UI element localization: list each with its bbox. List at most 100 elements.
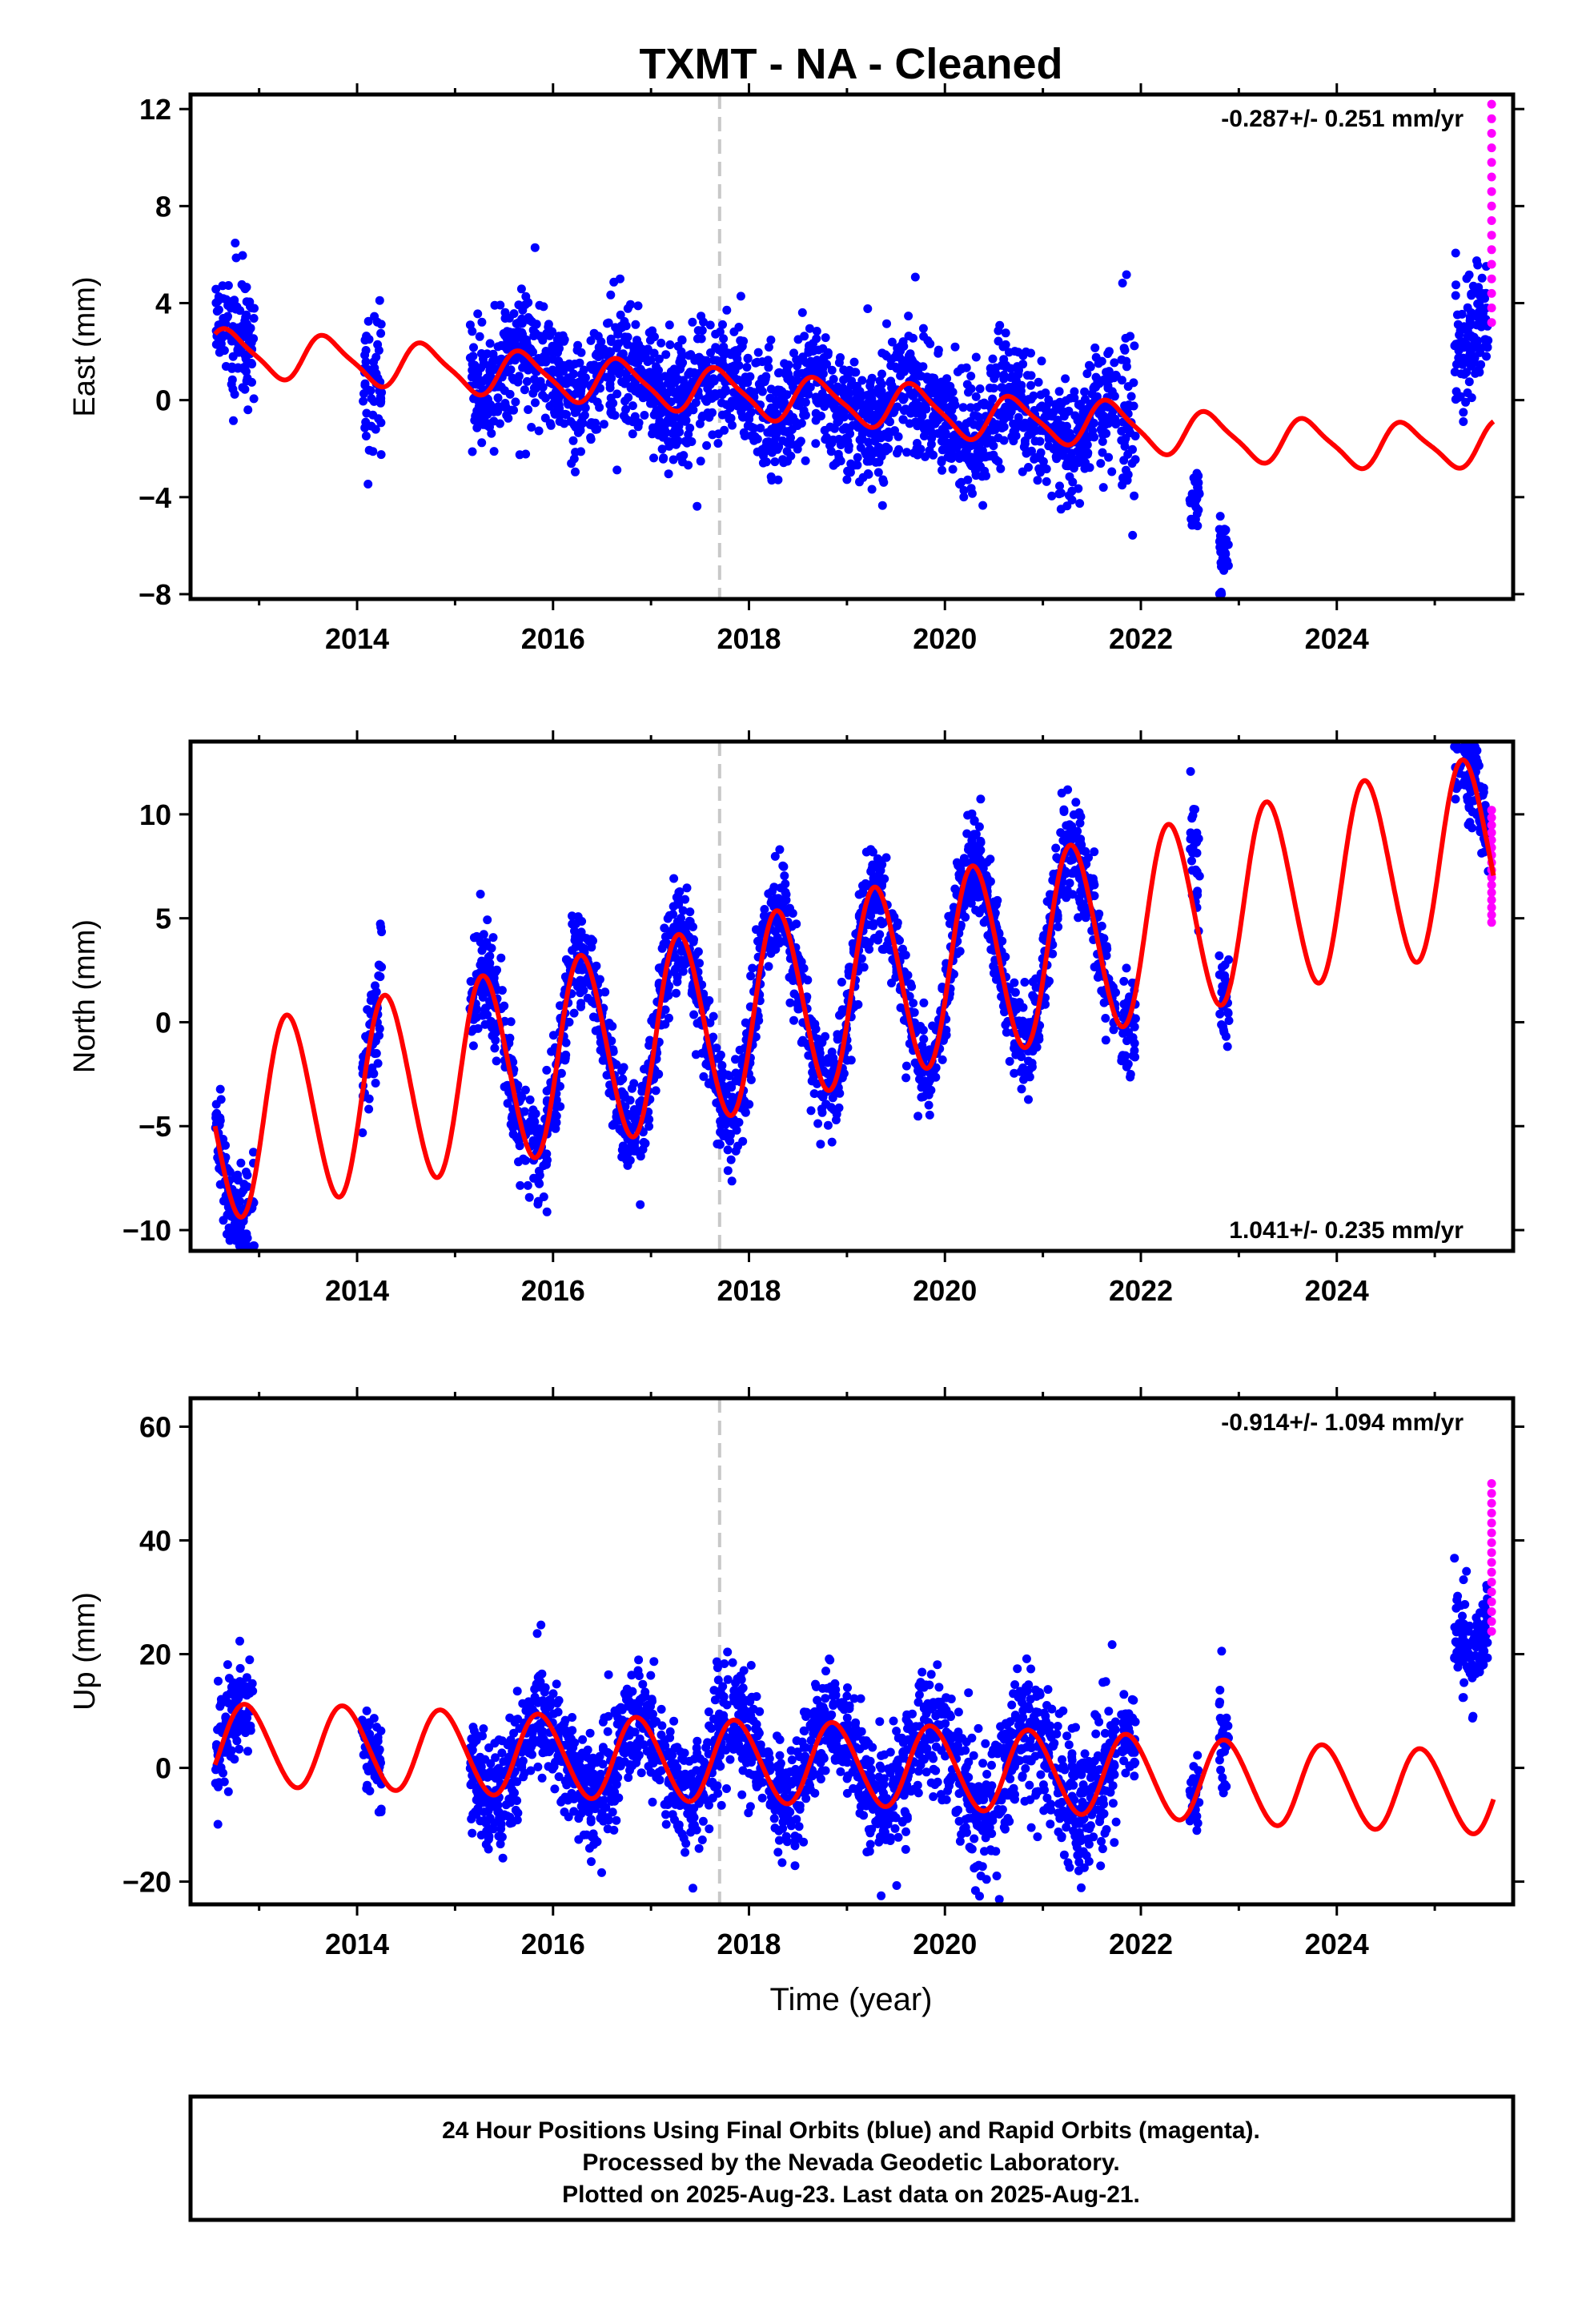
final-point: [1042, 897, 1052, 907]
final-point: [541, 357, 551, 367]
final-point: [923, 336, 933, 345]
y-tick-label: 8: [155, 190, 171, 223]
final-point: [742, 363, 752, 372]
final-point: [909, 999, 918, 1008]
final-point: [609, 277, 619, 287]
final-point: [684, 370, 693, 379]
final-point: [476, 349, 486, 358]
final-point: [1215, 535, 1225, 545]
final-point: [249, 334, 259, 344]
x-tick-label: 2014: [325, 1274, 389, 1307]
final-point: [596, 337, 606, 347]
final-point: [918, 324, 928, 333]
final-point: [589, 328, 599, 338]
final-point: [845, 424, 853, 434]
final-point: [877, 501, 887, 510]
final-point: [893, 918, 902, 927]
final-point: [1074, 458, 1083, 468]
final-point: [1187, 489, 1197, 499]
final-point: [684, 429, 693, 439]
final-point: [660, 923, 669, 933]
final-point: [789, 412, 797, 422]
final-point: [370, 312, 379, 321]
final-point: [1223, 1042, 1232, 1051]
final-point: [893, 432, 903, 441]
final-point: [1074, 894, 1084, 903]
final-point: [788, 909, 797, 918]
final-point: [1062, 830, 1071, 839]
final-point: [508, 339, 517, 348]
final-point: [905, 389, 915, 399]
final-point: [673, 977, 682, 987]
final-point: [1191, 838, 1200, 847]
final-point: [1107, 387, 1117, 396]
final-point: [811, 408, 821, 418]
final-point: [488, 1031, 497, 1040]
final-point: [697, 362, 707, 372]
rapid-point: [1487, 143, 1496, 153]
final-point: [1026, 380, 1035, 390]
final-point: [812, 334, 821, 344]
final-point: [715, 1140, 725, 1149]
final-point: [675, 428, 685, 436]
final-point: [1014, 348, 1023, 357]
final-point: [672, 440, 681, 449]
final-point: [1020, 1030, 1029, 1039]
final-point: [1055, 481, 1064, 491]
final-point: [994, 336, 1003, 346]
final-point: [670, 412, 680, 421]
final-point: [535, 1171, 544, 1180]
rapid-point: [1487, 216, 1496, 225]
final-point: [833, 1035, 842, 1044]
final-point: [629, 1079, 639, 1088]
final-point: [630, 1141, 639, 1151]
x-tick-label: 2018: [717, 622, 781, 655]
final-point: [1457, 309, 1467, 319]
final-point: [789, 348, 798, 358]
final-point: [908, 401, 917, 411]
final-point: [748, 963, 757, 973]
final-point: [971, 392, 981, 401]
final-point: [520, 385, 529, 395]
final-point: [1219, 565, 1229, 575]
final-point: [1107, 467, 1117, 476]
final-point: [812, 327, 821, 336]
final-point: [827, 1137, 837, 1147]
final-point: [376, 450, 386, 460]
rate-label: -0.287+/- 0.251 mm/yr: [1221, 106, 1464, 132]
final-point: [496, 953, 506, 963]
final-point: [911, 417, 920, 427]
final-point: [702, 440, 712, 450]
final-point: [870, 436, 880, 446]
final-point: [913, 362, 923, 371]
final-point: [364, 1104, 374, 1114]
final-point: [779, 458, 789, 468]
final-point: [1126, 392, 1136, 401]
final-point: [1012, 1004, 1022, 1014]
final-point: [829, 435, 838, 444]
final-point: [492, 1056, 501, 1066]
final-point: [235, 1226, 245, 1236]
x-tick-label: 2022: [1109, 1274, 1173, 1307]
final-point: [516, 1091, 526, 1100]
final-point: [542, 1207, 552, 1216]
final-point: [905, 979, 915, 988]
final-point: [853, 999, 863, 1009]
final-point: [226, 1688, 235, 1698]
final-point: [1062, 821, 1071, 830]
final-point: [937, 436, 946, 446]
final-point: [926, 440, 936, 449]
final-point: [477, 438, 487, 448]
final-point: [1215, 951, 1224, 960]
final-point: [665, 340, 675, 349]
final-point: [1123, 382, 1133, 392]
final-point: [548, 368, 557, 377]
final-point: [753, 348, 763, 357]
final-point: [600, 350, 610, 360]
final-point: [1010, 1068, 1019, 1078]
final-point: [620, 379, 629, 388]
final-point: [243, 1170, 252, 1180]
final-point: [556, 375, 565, 384]
final-point: [1093, 377, 1102, 387]
final-point: [726, 413, 736, 423]
